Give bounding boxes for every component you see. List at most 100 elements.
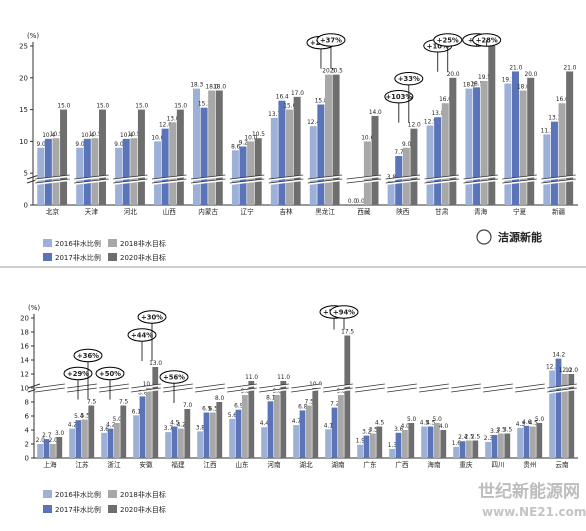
bar-break-line — [99, 383, 129, 393]
bar — [101, 432, 107, 458]
category-label: 辽宁 — [241, 207, 255, 216]
bar — [421, 426, 427, 458]
bar-break — [483, 384, 513, 394]
data-label: 4.5 — [375, 421, 385, 427]
bar — [210, 412, 216, 458]
data-label: 2.3 — [484, 436, 494, 442]
growth-callout-bubble — [137, 310, 167, 324]
growth-callout-label: +30% — [141, 314, 163, 322]
bar — [371, 115, 379, 205]
bar-break-line — [195, 383, 225, 393]
bar — [208, 90, 216, 205]
bar-break — [419, 384, 449, 394]
bar-break — [323, 384, 353, 394]
bar — [178, 428, 184, 458]
bar — [376, 426, 383, 458]
bar — [453, 446, 459, 458]
bar — [122, 138, 130, 205]
data-label: 17.5 — [341, 330, 354, 336]
data-label: 10.0 — [361, 135, 374, 141]
data-label: 11.0 — [245, 375, 258, 381]
bar — [338, 395, 344, 458]
data-label: 13.8 — [431, 111, 444, 117]
bar — [395, 432, 402, 458]
bar — [152, 367, 159, 458]
bar — [216, 402, 223, 458]
data-label: 4.0 — [439, 424, 449, 430]
bar — [440, 430, 447, 458]
legend-swatch — [43, 505, 52, 513]
bar-break — [307, 175, 343, 185]
bar — [504, 83, 512, 205]
data-label: 4.7 — [292, 419, 302, 425]
data-label: 4.6 — [522, 420, 532, 426]
y-tick-label: 0 — [25, 455, 29, 463]
category-label: 云南 — [555, 460, 569, 469]
data-label: 13.1 — [548, 116, 561, 122]
data-label: 5.0 — [113, 417, 123, 423]
bar — [562, 374, 568, 458]
bar — [527, 77, 535, 205]
growth-callout-bubble — [127, 328, 157, 342]
bar — [98, 109, 106, 205]
data-label: 5.0 — [433, 417, 443, 423]
category-label: 上海 — [43, 460, 57, 469]
data-label: 7.7 — [394, 150, 404, 156]
bar-break-line — [483, 383, 513, 393]
data-label: 0.0 — [355, 199, 365, 205]
category-label: 福建 — [171, 460, 185, 469]
bar-break — [35, 384, 65, 394]
data-label: 4.5 — [426, 421, 436, 427]
y-unit-label: (%) — [27, 32, 39, 40]
data-label: 15.0 — [96, 104, 109, 110]
bar — [488, 46, 496, 205]
data-label: 13.0 — [167, 116, 180, 122]
bar — [114, 423, 120, 458]
bar-break-line — [502, 174, 537, 184]
category-label: 广东 — [363, 460, 377, 469]
bar — [441, 103, 449, 205]
bar — [332, 74, 340, 206]
bar — [274, 395, 280, 458]
y-unit-label: (%) — [28, 304, 40, 312]
bar-break — [99, 384, 129, 394]
data-label: 19.1 — [502, 78, 515, 84]
bar-break-line — [259, 383, 289, 393]
bar-break — [502, 175, 537, 185]
bar-break-line — [355, 383, 385, 393]
category-label: 湖南 — [331, 460, 345, 469]
bar-break-line — [419, 383, 449, 393]
bar-break-line — [463, 174, 498, 184]
data-label: 15.3 — [198, 102, 211, 108]
legend-label: 2017非水比例 — [55, 253, 101, 262]
growth-callout-label: +25% — [437, 37, 459, 45]
y-tick-label: 15 — [19, 106, 28, 114]
bar — [171, 426, 178, 458]
category-label: 甘肃 — [435, 207, 449, 216]
bar — [555, 358, 562, 458]
data-label: 7.2 — [330, 402, 340, 408]
y-tick-label: 16 — [20, 343, 29, 351]
category-label: 贵州 — [523, 460, 536, 469]
legend-swatch — [108, 490, 117, 498]
data-label: 2.0 — [36, 438, 46, 444]
data-label: 15.8 — [315, 99, 328, 105]
data-label: 7.5 — [119, 400, 129, 406]
data-label: 15.0 — [283, 104, 296, 110]
data-label: 12.5 — [546, 365, 559, 371]
bar-break-line — [424, 174, 459, 184]
legend-swatch — [108, 239, 117, 247]
data-label: 9.0 — [36, 142, 46, 148]
data-label: 4.1 — [324, 423, 334, 429]
bar — [498, 433, 504, 458]
data-label: 14.0 — [369, 110, 382, 116]
data-label: 4.4 — [260, 421, 270, 427]
bar — [120, 405, 127, 458]
data-label: 8.6 — [231, 144, 241, 150]
bar — [517, 427, 523, 458]
category-label: 新疆 — [552, 207, 566, 216]
bar-break — [268, 175, 304, 185]
bar — [235, 409, 242, 458]
